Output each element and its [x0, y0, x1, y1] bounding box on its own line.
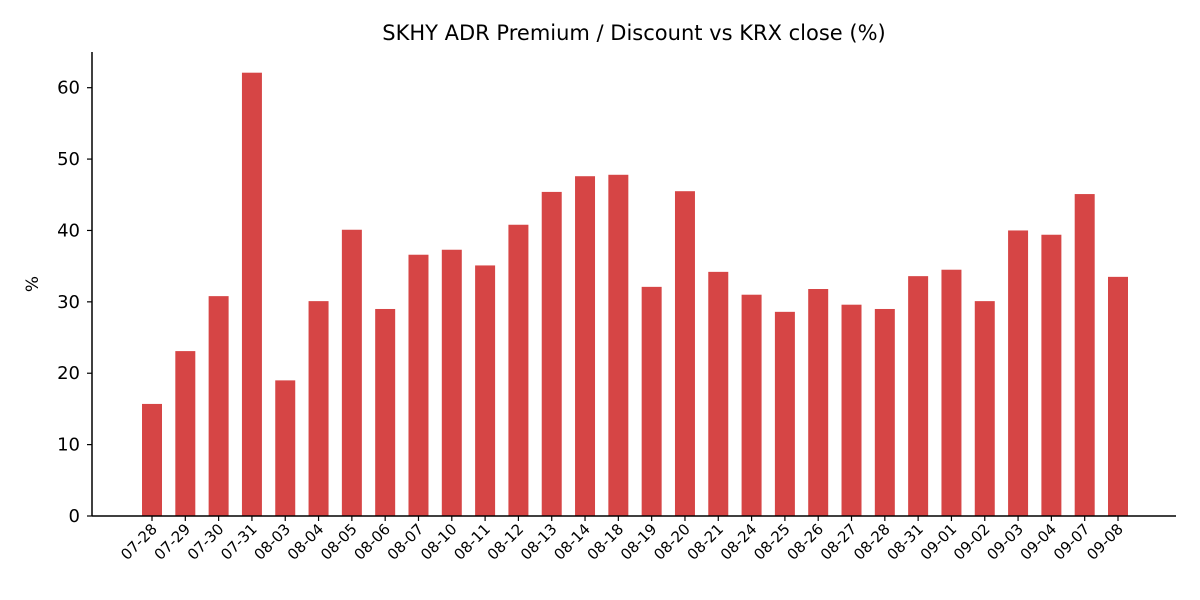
bars: [142, 72, 1128, 517]
bar-09-04: [1041, 234, 1062, 517]
bar-08-24: [741, 294, 762, 516]
bar-08-20: [674, 191, 695, 516]
bar-07-28: [142, 403, 162, 516]
y-axis-label: %: [23, 276, 43, 292]
x-tick-label: 09-03: [983, 520, 1027, 564]
bar-07-31: [241, 72, 262, 516]
y-tick-label: 0: [69, 506, 80, 527]
bar-09-08: [1108, 276, 1128, 516]
x-tick-label: 08-21: [684, 520, 728, 564]
x-tick-label: 08-28: [850, 520, 894, 564]
bar-08-13: [541, 191, 562, 516]
bar-08-06: [375, 308, 396, 516]
bar-07-29: [175, 351, 196, 516]
x-tick-label: 09-08: [1083, 520, 1127, 564]
x-tick-label: 08-03: [251, 520, 295, 564]
y-tick-label: 50: [57, 149, 80, 170]
bar-08-25: [774, 311, 795, 516]
y-axis-ticks: 0 10 20 30 40 50 60: [57, 78, 92, 527]
y-tick-label: 40: [57, 220, 80, 241]
x-tick-label: 07-30: [184, 520, 228, 564]
x-tick-label: 08-13: [517, 520, 561, 564]
x-tick-label: 08-04: [284, 520, 328, 564]
bar-09-07: [1074, 194, 1095, 516]
bar-08-19: [641, 286, 662, 516]
x-tick-label: 08-12: [484, 520, 528, 564]
chart-title: SKHY ADR Premium / Discount vs KRX close…: [382, 21, 886, 45]
bar-08-14: [575, 176, 596, 516]
x-tick-label: 09-02: [950, 520, 994, 564]
x-tick-label: 08-14: [550, 520, 594, 564]
bar-08-26: [808, 289, 829, 516]
x-tick-label: 08-26: [783, 520, 827, 564]
x-tick-label: 07-31: [217, 520, 261, 564]
x-tick-label: 08-31: [883, 520, 927, 564]
bar-08-27: [841, 304, 862, 516]
y-tick-label: 10: [57, 435, 80, 456]
bar-08-04: [308, 301, 329, 516]
x-tick-label: 08-19: [617, 520, 661, 564]
x-tick-label: 08-10: [417, 520, 461, 564]
x-tick-label: 09-07: [1050, 520, 1094, 564]
y-tick-label: 60: [57, 78, 80, 99]
x-tick-label: 08-24: [717, 520, 761, 564]
bar-08-21: [708, 271, 729, 516]
bar-07-30: [208, 296, 229, 516]
x-tick-label: 08-25: [750, 520, 794, 564]
x-tick-label: 09-01: [917, 520, 961, 564]
bar-08-11: [475, 265, 496, 516]
bar-08-12: [508, 224, 529, 516]
bar-08-07: [408, 254, 429, 517]
bar-08-03: [275, 380, 296, 516]
x-tick-label: 08-05: [317, 520, 361, 564]
bar-08-31: [908, 276, 929, 516]
bar-08-18: [608, 174, 629, 516]
x-tick-label: 09-04: [1017, 520, 1061, 564]
bar-09-03: [1008, 230, 1029, 516]
bar-08-10: [441, 249, 462, 517]
x-tick-label: 08-11: [450, 520, 494, 564]
y-tick-label: 20: [57, 363, 80, 384]
x-tick-label: 08-20: [650, 520, 694, 564]
x-tick-label: 08-06: [350, 520, 394, 564]
x-axis-ticks: 07-2807-2907-3007-3108-0308-0408-0508-06…: [117, 516, 1127, 564]
x-tick-label: 08-07: [384, 520, 428, 564]
bar-09-01: [941, 269, 962, 516]
x-tick-label: 08-27: [817, 520, 861, 564]
bar-08-05: [341, 229, 362, 516]
bar-08-28: [874, 308, 895, 516]
x-tick-label: 07-29: [151, 520, 195, 564]
bar-09-02: [974, 301, 995, 516]
x-tick-label: 07-28: [117, 520, 161, 564]
y-tick-label: 30: [57, 292, 80, 313]
x-tick-label: 08-18: [584, 520, 628, 564]
